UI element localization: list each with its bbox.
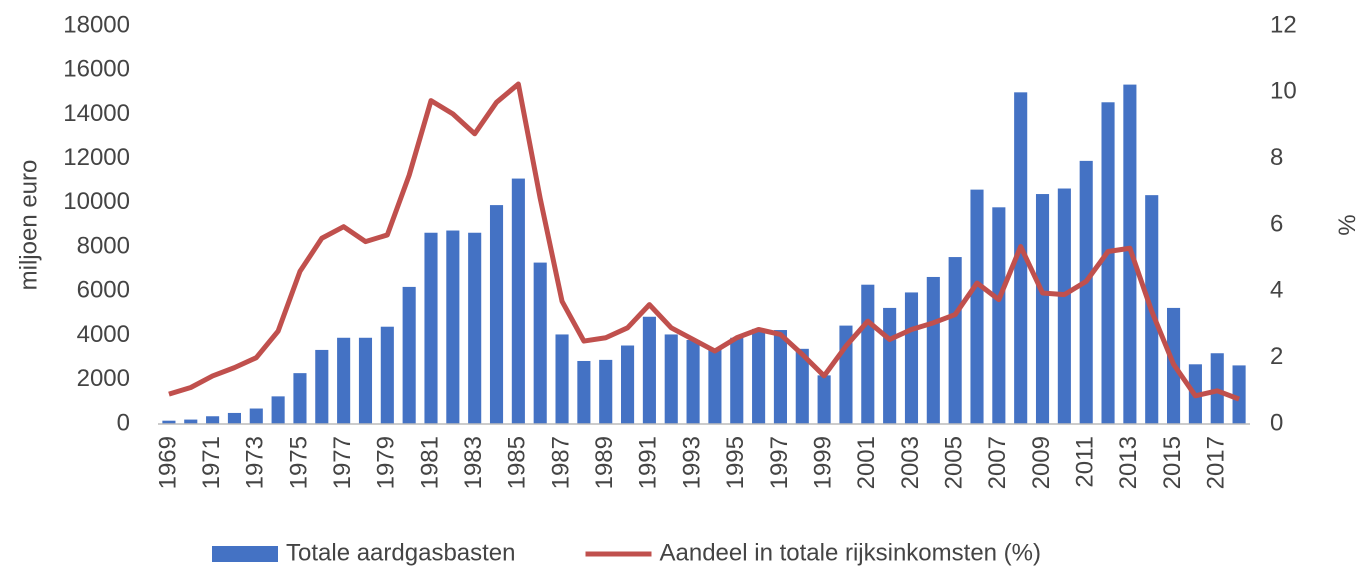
y-tick-label: 16000 [63,56,130,83]
x-tick-label: 2015 [1159,436,1186,489]
legend-swatch [212,546,278,562]
y-tick-label: 12000 [63,144,130,171]
y-tick-label: 2000 [77,365,130,392]
x-tick-label: 1975 [285,436,312,489]
y2-tick-label: 6 [1270,210,1283,237]
bar [446,230,460,424]
bar [271,396,285,424]
bar [904,292,919,424]
x-tick-label: 2005 [941,436,968,489]
bar [948,257,962,424]
bar [970,189,984,424]
bar [424,232,438,424]
bar [599,359,613,424]
bar [642,316,656,424]
x-tick-label: 2007 [984,436,1011,489]
x-tick-label: 1977 [329,436,356,489]
x-tick-label: 2017 [1203,436,1230,489]
bar [708,348,722,424]
y2-tick-label: 10 [1270,78,1297,105]
x-tick-label: 2013 [1115,436,1142,489]
bar [315,349,329,424]
bar [1014,92,1028,424]
bar [926,276,940,424]
x-tick-label: 1985 [504,436,531,489]
bar [1101,102,1115,425]
x-tick-label: 1999 [809,436,836,489]
x-tick-label: 1979 [373,436,400,489]
x-tick-label: 1989 [591,436,618,489]
y-tick-label: 18000 [63,11,130,38]
bar [533,262,547,424]
x-tick-label: 1971 [198,436,225,489]
x-tick-label: 1993 [678,436,705,489]
bar [1057,188,1071,424]
x-tick-label: 1987 [547,436,574,489]
bar [489,205,504,424]
bar [577,360,591,424]
bar [293,373,307,424]
y-tick-label: 10000 [63,188,130,215]
bar [664,334,678,424]
y-tick-label: 6000 [77,277,130,304]
bar [468,232,482,424]
y2-tick-label: 12 [1270,11,1297,38]
bar [227,412,241,424]
bar [752,328,766,424]
legend-label: Aandeel in totale rijksinkomsten (%) [660,539,1042,566]
bar [1232,365,1246,424]
line [168,81,1240,402]
x-tick-label: 2009 [1028,436,1055,489]
x-tick-label: 2011 [1072,436,1099,488]
y2-tick-label: 2 [1270,343,1283,370]
x-tick-label: 1991 [635,436,662,489]
y-tick-label: 14000 [63,100,130,127]
bar [773,330,787,424]
y2-axis-label: % [1333,214,1360,235]
x-tick-label: 1983 [460,436,487,489]
bar [337,337,351,424]
x-tick-label: 1969 [154,436,181,489]
legend-label: Totale aardgasbasten [286,539,516,566]
bar [1035,194,1050,424]
bar [184,419,198,424]
y-tick-label: 4000 [77,321,130,348]
bar [358,337,373,424]
bar [686,339,700,424]
bar [1079,160,1093,424]
bar [795,348,809,424]
y2-tick-label: 4 [1270,277,1283,304]
y-tick-label: 8000 [77,232,130,259]
bar [402,286,416,424]
bar [511,178,525,424]
x-tick-label: 1995 [722,436,749,489]
x-tick-label: 1981 [416,436,443,489]
x-tick-label: 1997 [766,436,793,489]
bar [162,420,176,424]
x-tick-label: 1973 [242,436,269,489]
x-tick-label: 2003 [897,436,924,489]
x-tick-label: 2001 [853,436,880,489]
bar [730,337,744,424]
bar [380,326,394,424]
y2-tick-label: 8 [1270,144,1283,171]
y-axis-label: miljoen euro [15,160,42,291]
bar [206,416,220,424]
y-tick-label: 0 [117,409,130,436]
bar [883,307,897,424]
bar [817,375,831,424]
y2-tick-label: 0 [1270,409,1283,436]
bar [249,408,263,424]
bar [861,284,875,424]
bar [555,334,569,424]
bar [992,207,1006,424]
bar [621,345,635,424]
